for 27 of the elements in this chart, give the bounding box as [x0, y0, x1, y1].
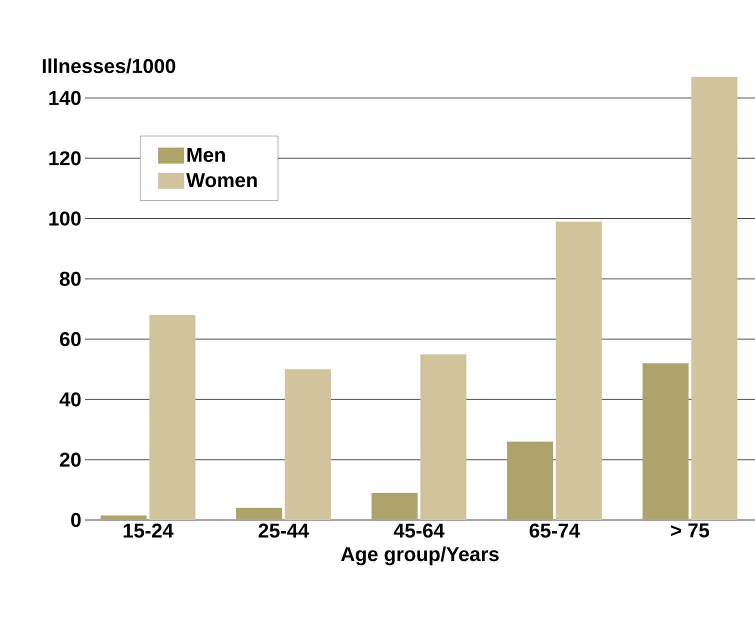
- legend-label: Men: [187, 148, 225, 162]
- bar: [642, 363, 689, 520]
- bar: [236, 508, 282, 520]
- x-axis-title: Age group/Years: [341, 546, 499, 566]
- x-tick-label: 25-44: [258, 524, 309, 538]
- y-tick-label: 120: [49, 151, 81, 166]
- y-tick-label: 40: [60, 392, 81, 406]
- y-tick-label: 80: [60, 272, 81, 286]
- bar: [691, 76, 738, 520]
- y-tick-label: 140: [49, 90, 81, 106]
- bar: [149, 315, 196, 520]
- x-tick-label: 65-74: [530, 524, 580, 538]
- y-tick-label: 60: [60, 332, 81, 346]
- x-tick-label: > 75: [671, 524, 710, 538]
- bar: [556, 222, 602, 520]
- y-axis-title: Illnesses/1000: [42, 58, 176, 74]
- bar: [372, 492, 418, 520]
- bar: [507, 442, 554, 520]
- y-tick-label: 100: [49, 211, 81, 226]
- legend-label: Women: [186, 173, 257, 188]
- bar: [284, 369, 331, 520]
- y-tick-label: 0: [71, 512, 81, 528]
- bar: [420, 354, 466, 520]
- x-tick-label: 45-64: [394, 524, 444, 538]
- x-tick-label: 15-24: [124, 524, 174, 538]
- bar: [100, 515, 147, 520]
- y-tick-label: 20: [60, 452, 81, 467]
